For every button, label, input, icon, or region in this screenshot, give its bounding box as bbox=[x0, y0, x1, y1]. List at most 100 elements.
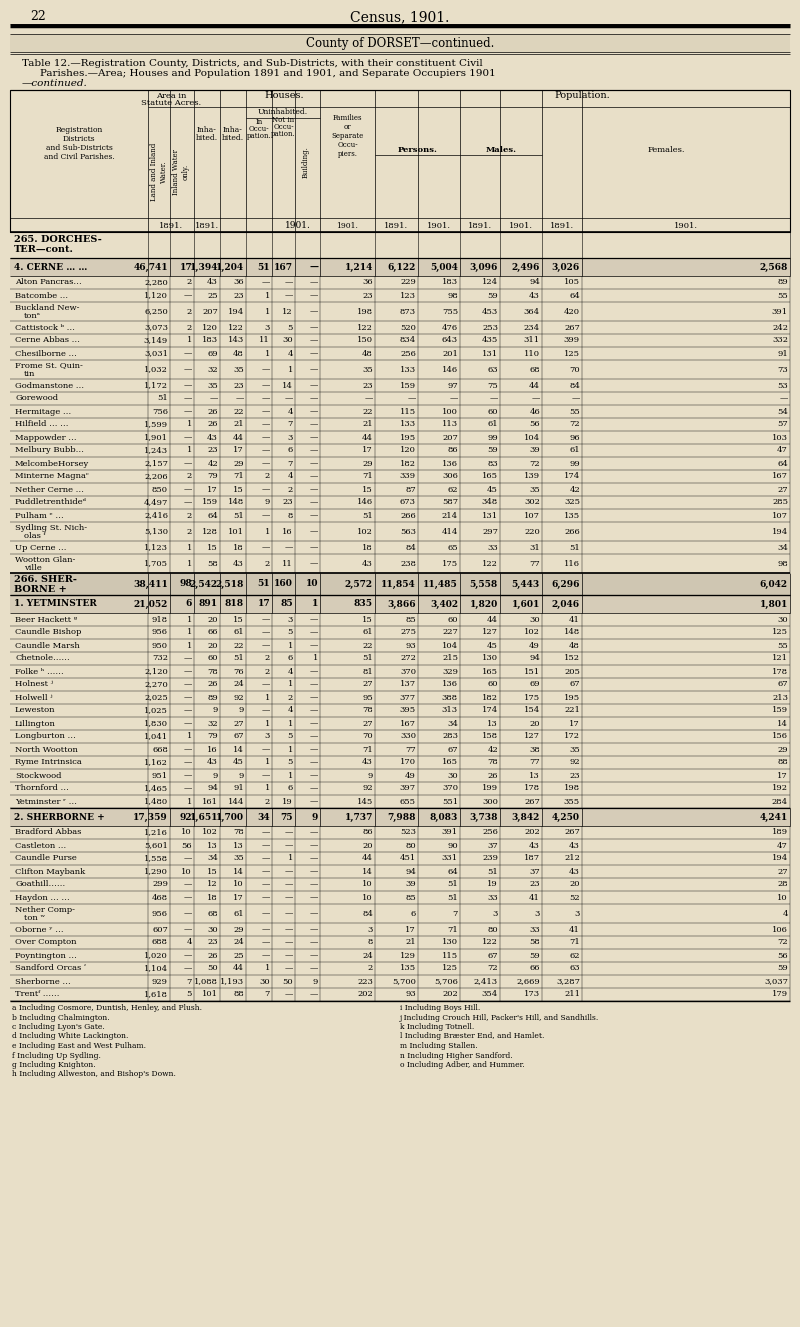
Text: 3,866: 3,866 bbox=[387, 600, 416, 609]
Text: 17: 17 bbox=[362, 446, 373, 455]
Text: Inha-: Inha- bbox=[197, 126, 217, 134]
Text: 51: 51 bbox=[447, 881, 458, 889]
Text: 1: 1 bbox=[265, 719, 270, 727]
Text: 17: 17 bbox=[258, 600, 270, 609]
Text: 2,496: 2,496 bbox=[512, 263, 540, 272]
Text: Area in: Area in bbox=[156, 92, 186, 100]
Text: 1: 1 bbox=[186, 641, 192, 649]
Text: 205: 205 bbox=[564, 667, 580, 675]
Text: olas ᶠ: olas ᶠ bbox=[24, 532, 46, 540]
Text: or: or bbox=[344, 123, 351, 131]
Text: 173: 173 bbox=[524, 990, 540, 998]
Text: 23: 23 bbox=[362, 292, 373, 300]
Text: 87: 87 bbox=[406, 486, 416, 494]
Text: 36: 36 bbox=[362, 279, 373, 287]
Text: 6: 6 bbox=[288, 446, 293, 455]
Text: —: — bbox=[310, 694, 318, 702]
Text: —: — bbox=[184, 909, 192, 917]
Text: 86: 86 bbox=[362, 828, 373, 836]
Text: 30: 30 bbox=[259, 978, 270, 986]
Text: 27: 27 bbox=[234, 719, 244, 727]
Text: 43: 43 bbox=[569, 841, 580, 849]
Text: 174: 174 bbox=[564, 472, 580, 480]
Text: —: — bbox=[184, 394, 192, 402]
Text: —: — bbox=[184, 381, 192, 390]
Text: 130: 130 bbox=[482, 654, 498, 662]
Text: —: — bbox=[184, 654, 192, 662]
Text: 10: 10 bbox=[234, 881, 244, 889]
Text: 8: 8 bbox=[368, 938, 373, 946]
Text: 32: 32 bbox=[207, 365, 218, 373]
Text: 2: 2 bbox=[265, 654, 270, 662]
Text: 34: 34 bbox=[777, 544, 788, 552]
Text: 136: 136 bbox=[442, 681, 458, 689]
Text: 1,601: 1,601 bbox=[512, 600, 540, 609]
Text: 370: 370 bbox=[442, 784, 458, 792]
Text: —: — bbox=[310, 499, 318, 507]
Text: 329: 329 bbox=[442, 667, 458, 675]
Text: 28: 28 bbox=[778, 881, 788, 889]
Text: 83: 83 bbox=[487, 459, 498, 467]
Text: Chesilborne …: Chesilborne … bbox=[15, 349, 77, 357]
Text: —: — bbox=[365, 394, 373, 402]
Text: f Including Up Sydling.: f Including Up Sydling. bbox=[12, 1051, 101, 1059]
Text: 53: 53 bbox=[778, 381, 788, 390]
Text: 5,558: 5,558 bbox=[470, 580, 498, 588]
Text: 102: 102 bbox=[357, 528, 373, 536]
Text: 27: 27 bbox=[778, 868, 788, 876]
Text: 2: 2 bbox=[265, 560, 270, 568]
Text: Nether Comp-: Nether Comp- bbox=[15, 905, 75, 913]
Text: —: — bbox=[262, 841, 270, 849]
Text: —: — bbox=[310, 733, 318, 740]
Text: 2,568: 2,568 bbox=[760, 263, 788, 272]
Text: Persons.: Persons. bbox=[398, 146, 438, 154]
Text: 956: 956 bbox=[152, 629, 168, 637]
Text: 211: 211 bbox=[564, 990, 580, 998]
Text: —: — bbox=[262, 893, 270, 901]
Text: 201: 201 bbox=[442, 349, 458, 357]
Text: 43: 43 bbox=[529, 841, 540, 849]
Text: Census, 1901.: Census, 1901. bbox=[350, 11, 450, 24]
Text: 198: 198 bbox=[357, 308, 373, 316]
Text: 72: 72 bbox=[530, 459, 540, 467]
Text: 214: 214 bbox=[442, 511, 458, 519]
Text: 129: 129 bbox=[400, 951, 416, 959]
Text: 2,120: 2,120 bbox=[144, 667, 168, 675]
Text: 156: 156 bbox=[772, 733, 788, 740]
Text: —: — bbox=[262, 925, 270, 933]
Text: 102: 102 bbox=[524, 629, 540, 637]
Text: 835: 835 bbox=[354, 600, 373, 609]
Text: Buckland New-: Buckland New- bbox=[15, 304, 79, 312]
Text: 45: 45 bbox=[487, 486, 498, 494]
Text: 15: 15 bbox=[362, 486, 373, 494]
Text: 143: 143 bbox=[228, 337, 244, 345]
Text: 13: 13 bbox=[234, 841, 244, 849]
Text: 1,104: 1,104 bbox=[144, 965, 168, 973]
Text: 70: 70 bbox=[570, 365, 580, 373]
Text: 6,042: 6,042 bbox=[760, 580, 788, 588]
Text: 10: 10 bbox=[362, 881, 373, 889]
Text: 75: 75 bbox=[487, 381, 498, 390]
Text: Trentᶠ ……: Trentᶠ …… bbox=[15, 990, 59, 998]
Text: —: — bbox=[262, 279, 270, 287]
Text: 7: 7 bbox=[453, 909, 458, 917]
Bar bbox=[10, 808, 790, 825]
Text: 51: 51 bbox=[258, 263, 270, 272]
Text: 4: 4 bbox=[186, 938, 192, 946]
Text: 13: 13 bbox=[487, 719, 498, 727]
Text: 267: 267 bbox=[524, 798, 540, 805]
Text: —: — bbox=[310, 746, 318, 754]
Text: 453: 453 bbox=[482, 308, 498, 316]
Text: —: — bbox=[262, 881, 270, 889]
Text: 2: 2 bbox=[186, 324, 192, 332]
Text: 51: 51 bbox=[570, 544, 580, 552]
Text: 1: 1 bbox=[265, 965, 270, 973]
Text: —: — bbox=[310, 544, 318, 552]
Text: 44: 44 bbox=[233, 434, 244, 442]
Text: 189: 189 bbox=[772, 828, 788, 836]
Text: 128: 128 bbox=[202, 528, 218, 536]
Text: 1,025: 1,025 bbox=[144, 706, 168, 714]
Text: 5,443: 5,443 bbox=[512, 580, 540, 588]
Text: 192: 192 bbox=[772, 784, 788, 792]
Text: Lillington: Lillington bbox=[15, 719, 56, 727]
